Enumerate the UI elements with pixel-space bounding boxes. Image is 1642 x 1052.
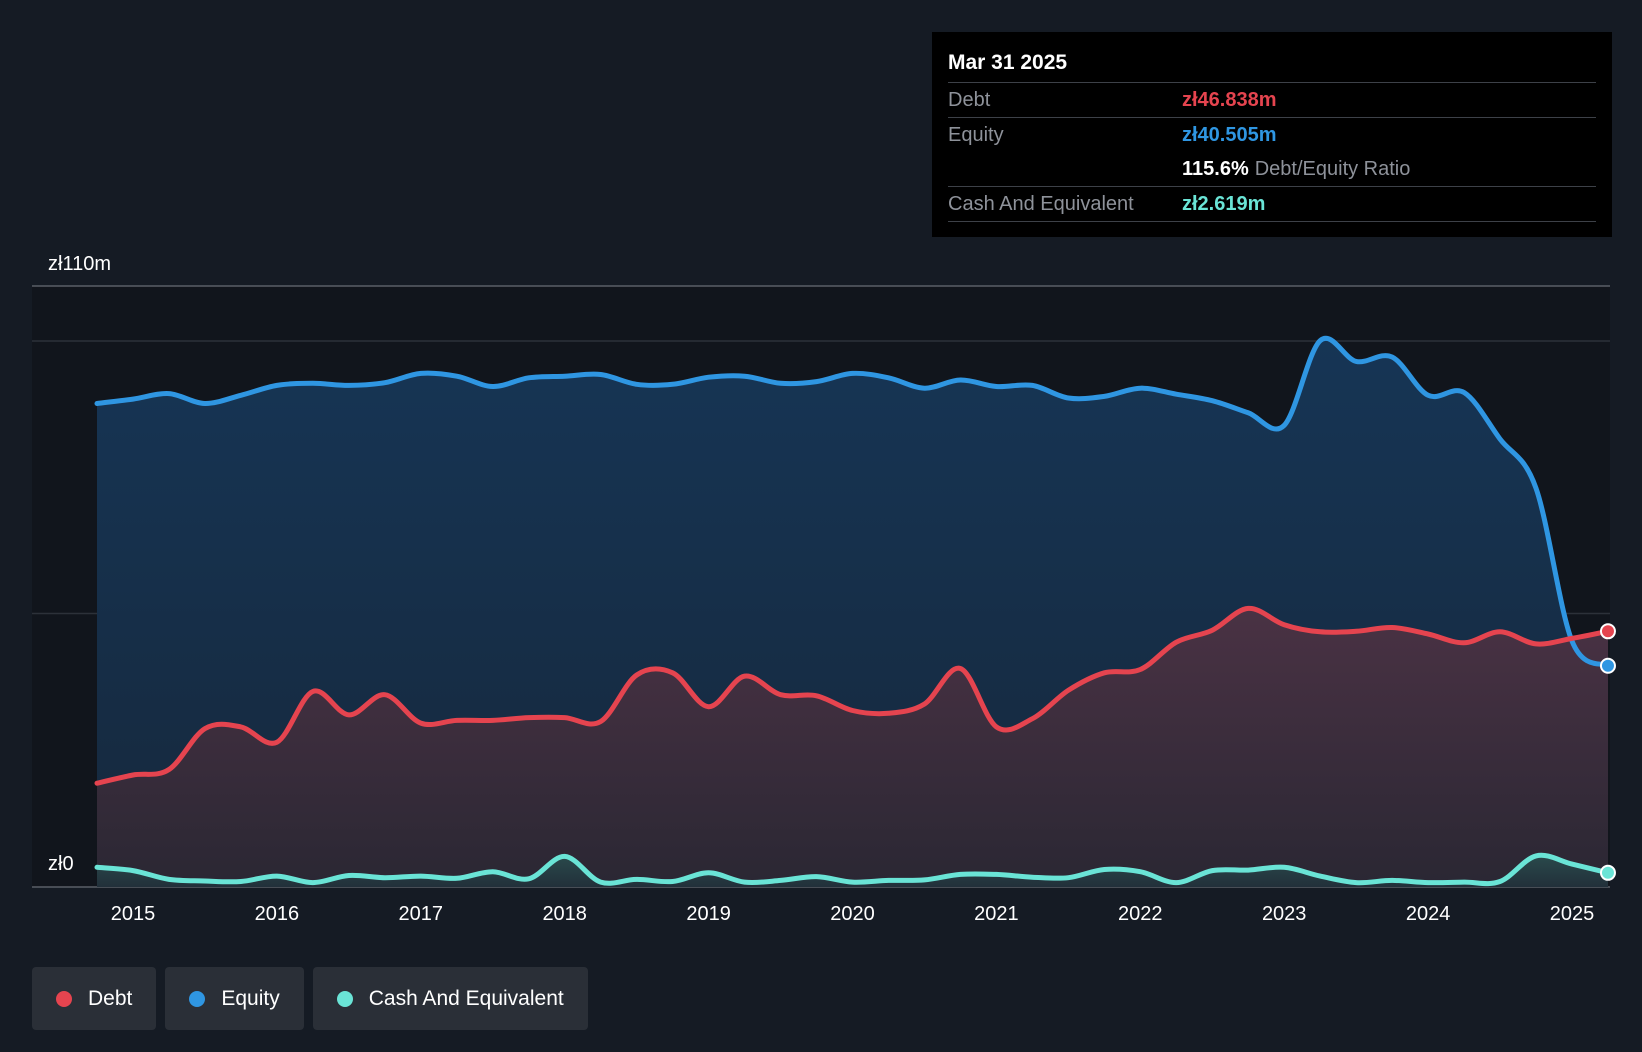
y-axis-top-label: zł110m (48, 253, 111, 275)
x-tick-label: 2017 (399, 903, 444, 925)
x-tick-label: 2025 (1550, 903, 1595, 925)
cash-dot-icon (336, 990, 353, 1007)
y-axis-bottom-label: zł0 (48, 853, 74, 875)
tooltip-equity-row: Equity zł40.505m (948, 118, 1596, 152)
x-tick-label: 2020 (830, 903, 875, 925)
tooltip-cash-row: Cash And Equivalent zł2.619m (948, 187, 1596, 222)
x-tick-label: 2022 (1118, 903, 1163, 925)
x-tick-label: 2024 (1406, 903, 1451, 925)
tooltip-debt-label: Debt (948, 89, 991, 111)
legend: Debt Equity Cash And Equivalent (32, 967, 588, 1030)
legend-label-equity: Equity (221, 986, 280, 1010)
equity-end-marker (1599, 657, 1616, 674)
tooltip-ratio-label: Debt/Equity Ratio (1254, 158, 1411, 180)
tooltip-panel: Mar 31 2025 Debt zł46.838m Equity zł40.5… (932, 32, 1612, 237)
legend-item-cash[interactable]: Cash And Equivalent (312, 967, 588, 1030)
legend-label-debt: Debt (88, 986, 133, 1010)
legend-item-debt[interactable]: Debt (32, 967, 157, 1030)
equity-series-line (94, 335, 1611, 669)
x-tick-label: 2018 (542, 903, 587, 925)
x-tick-label: 2023 (1262, 903, 1307, 925)
legend-label-cash: Cash And Equivalent (368, 986, 564, 1010)
x-tick-label: 2015 (111, 903, 156, 925)
tooltip-equity-label: Equity (948, 124, 1004, 146)
tooltip-equity-value: zł40.505m (1182, 124, 1277, 146)
tooltip-debt-row: Debt zł46.838m (948, 83, 1596, 118)
cash-area (97, 855, 1608, 887)
tooltip-debt-value: zł46.838m (1182, 89, 1277, 111)
x-tick-label: 2021 (974, 903, 1019, 925)
tooltip-cash-value: zł2.619m (1182, 193, 1266, 215)
equity-dot-icon (189, 990, 206, 1007)
debt-end-marker (1599, 623, 1616, 640)
debt-series-line (94, 605, 1611, 786)
tooltip-cash-label: Cash And Equivalent (948, 193, 1134, 215)
x-tick-label: 2019 (686, 903, 731, 925)
tooltip-ratio-row: 115.6% Debt/Equity Ratio (948, 152, 1596, 187)
cash-end-marker (1599, 864, 1616, 881)
cash-series-line (94, 852, 1611, 887)
tooltip-date: Mar 31 2025 (948, 46, 1596, 83)
tooltip-ratio-value: 115.6% (1182, 158, 1249, 180)
debt-area (97, 608, 1608, 887)
debt-dot-icon (56, 990, 72, 1007)
x-tick-label: 2016 (255, 903, 300, 925)
tooltip-ratio-spacer (948, 152, 1182, 186)
legend-item-equity[interactable]: Equity (165, 967, 304, 1030)
